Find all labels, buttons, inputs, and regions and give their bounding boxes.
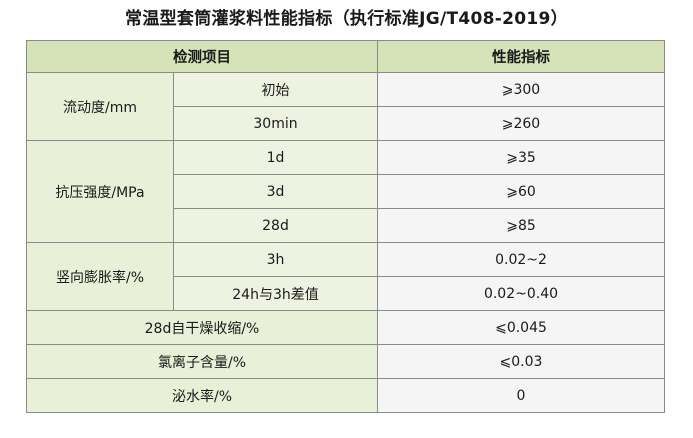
value-cell: ⩾300 [377, 72, 665, 107]
value-cell: ⩾35 [377, 140, 665, 175]
value-cell: ⩽0.045 [377, 310, 665, 345]
table-row: 流动度/mm 初始 ⩾300 [26, 72, 665, 141]
value-cell: ⩽0.03 [377, 344, 665, 379]
value-cell: 0 [377, 378, 665, 413]
table-row: 泌水率/% 0 [26, 378, 665, 413]
header-row: 检测项目 性能指标 [26, 40, 665, 73]
group-name-fluidity: 流动度/mm [26, 72, 174, 141]
header-item: 检测项目 [26, 40, 378, 73]
value-cell: ⩾85 [377, 208, 665, 243]
item-name: 氯离子含量/% [26, 344, 378, 379]
sub-item: 3d [173, 174, 378, 209]
table-row: 抗压强度/MPa 1d ⩾35 [26, 140, 665, 243]
value-cell: ⩾60 [377, 174, 665, 209]
table-row: 竖向膨胀率/% 3h 0.02~2 [26, 242, 665, 311]
header-value: 性能指标 [377, 40, 665, 73]
sub-item: 24h与3h差值 [173, 276, 378, 311]
table-title: 常温型套筒灌浆料性能指标（执行标准JG/T408-2019） [125, 9, 568, 29]
sub-item: 1d [173, 140, 378, 175]
sub-item: 28d [173, 208, 378, 243]
value-cell: 0.02~2 [377, 242, 665, 277]
sub-item: 3h [173, 242, 378, 277]
value-cell: 0.02~0.40 [377, 276, 665, 311]
table-row: 28d自干燥收缩/% ⩽0.045 [26, 310, 665, 345]
item-name: 28d自干燥收缩/% [26, 310, 378, 345]
item-name: 泌水率/% [26, 378, 378, 413]
sub-item: 初始 [173, 72, 378, 107]
group-name-compressive: 抗压强度/MPa [26, 140, 174, 243]
group-name-expansion: 竖向膨胀率/% [26, 242, 174, 311]
table-row: 24h与3h差值 0.02~0.40 [27, 276, 665, 311]
spec-table: 检测项目 性能指标 流动度/mm 初始 ⩾300 30min ⩾260 抗压强度… [26, 40, 665, 413]
table-row: 30min ⩾260 [27, 106, 665, 141]
value-cell: ⩾260 [377, 106, 665, 141]
sub-item: 30min [173, 106, 378, 141]
table-row: 3d ⩾60 [27, 174, 665, 209]
table-row: 氯离子含量/% ⩽0.03 [26, 344, 665, 379]
table-row: 28d ⩾85 [27, 208, 665, 243]
